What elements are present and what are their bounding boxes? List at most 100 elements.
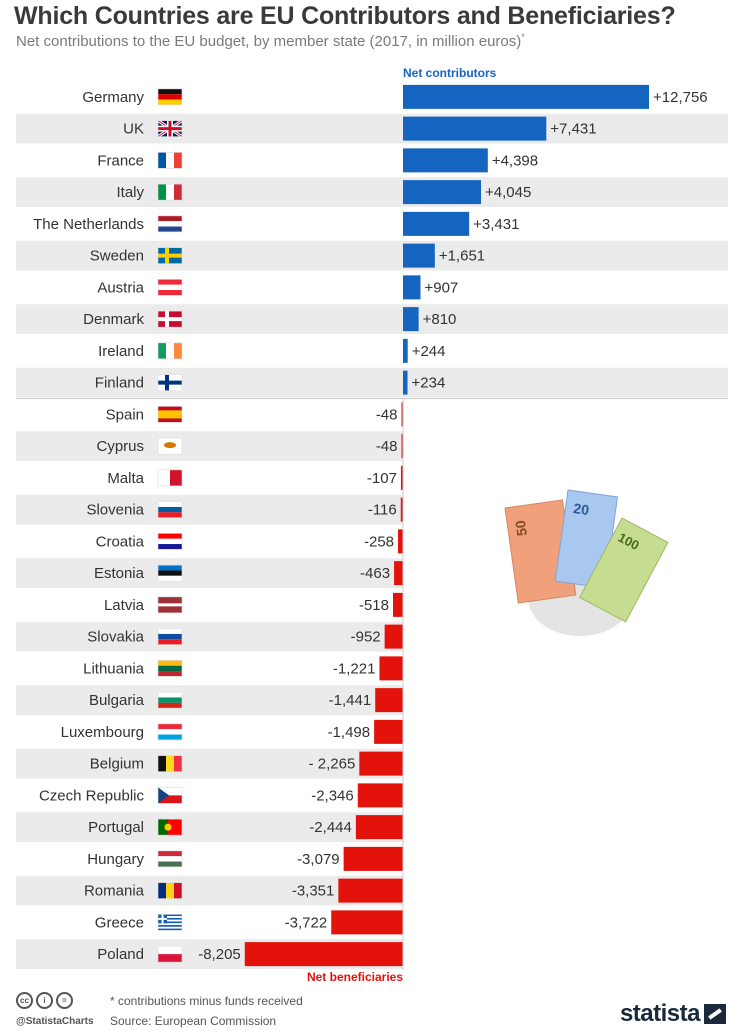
flag-stripe: [174, 342, 182, 359]
flag-border: [157, 183, 183, 201]
flag-stripe: [158, 533, 182, 539]
bar: [403, 243, 435, 268]
value-label: -952: [351, 629, 381, 646]
flag-stripe: [158, 88, 182, 95]
flag-emblem: [164, 823, 172, 831]
flag-stripe: [158, 512, 182, 518]
flag-stripe: [166, 184, 174, 201]
flag-stripe: [158, 94, 182, 100]
flag-stripe: [158, 660, 182, 666]
banknote-body: [579, 517, 669, 623]
value-label: +12,756: [653, 89, 708, 106]
subtitle-text: Net contributions to the EU budget, by m…: [16, 33, 522, 50]
value-label: -48: [376, 406, 398, 423]
flag-stripe: [158, 723, 182, 730]
country-label: Croatia: [96, 533, 145, 550]
flag-triangle: [158, 787, 169, 804]
flag-stripe: [158, 928, 182, 931]
flag-stripe: [158, 917, 182, 920]
flag-border: [157, 88, 183, 106]
flag-stripe: [174, 152, 182, 169]
bar: [355, 815, 403, 840]
value-label: - 2,265: [309, 756, 356, 773]
flag-border: [157, 914, 183, 931]
value-label: -463: [360, 565, 390, 582]
value-label: +3,431: [473, 216, 519, 233]
banknote-value: 50: [512, 519, 530, 537]
row-stripe: [16, 431, 403, 461]
flag-stripe: [158, 603, 182, 607]
bar: [400, 465, 403, 490]
cz-flag-icon: [157, 787, 183, 804]
fr-flag-icon: [157, 152, 183, 169]
gr-flag-icon: [157, 914, 183, 931]
mt-flag-icon: [157, 469, 183, 487]
bar: [403, 307, 419, 332]
flag-stripe: [170, 469, 182, 486]
bar: [379, 656, 403, 681]
flag-stripe: [158, 954, 182, 963]
country-label: Greece: [95, 914, 144, 931]
hu-flag-icon: [157, 850, 183, 868]
flag-border: [157, 723, 183, 741]
country-label: Denmark: [83, 311, 144, 328]
bar: [403, 338, 408, 363]
flag-stripe: [158, 633, 182, 640]
bar: [403, 148, 488, 173]
flag-stripe: [158, 697, 182, 703]
flag-stripe: [158, 469, 170, 486]
flag-stripe: [158, 919, 182, 922]
flag-stripe: [158, 795, 182, 804]
value-label: -258: [364, 533, 394, 550]
banknote-value: 20: [572, 500, 590, 518]
row-stripe: [16, 685, 403, 715]
row-stripe: [16, 240, 728, 271]
row-stripe: [16, 812, 403, 842]
lu-flag-icon: [157, 723, 183, 741]
de-flag-icon: [157, 88, 183, 106]
flag-border: [157, 660, 183, 677]
statista-logo[interactable]: statista: [620, 1000, 726, 1028]
country-label: UK: [123, 121, 144, 138]
cy-flag-icon: [157, 437, 183, 455]
country-label: France: [97, 152, 144, 169]
flag-island: [164, 442, 176, 449]
country-label: Cyprus: [96, 438, 144, 455]
flag-stripe: [174, 882, 182, 899]
bar: [338, 878, 403, 903]
flag-stripe: [166, 152, 174, 169]
brand-text: statista: [619, 1000, 701, 1027]
it-flag-icon: [157, 183, 183, 201]
flag-stripe: [158, 787, 182, 796]
bar: [401, 402, 403, 427]
flag-border: [157, 120, 183, 137]
bar: [400, 497, 403, 522]
country-label: Luxembourg: [61, 724, 144, 741]
source-note: Source: European Commission: [110, 1014, 277, 1028]
flag-border: [157, 945, 183, 963]
flag-stripe: [158, 628, 182, 634]
row-stripe: [16, 304, 728, 334]
row-stripe: [16, 748, 403, 779]
row-stripe: [16, 113, 728, 144]
bar: [403, 211, 470, 236]
flag-stripe: [174, 184, 182, 201]
country-label: Sweden: [90, 248, 144, 265]
flag-stripe: [158, 923, 182, 926]
value-label: -107: [367, 470, 397, 487]
flag-stripe: [158, 575, 182, 582]
value-label: -1,498: [328, 724, 371, 741]
bar: [384, 624, 403, 649]
flag-border: [157, 437, 183, 455]
flag-stripe: [166, 755, 174, 772]
flag-border: [157, 152, 183, 169]
value-label: -3,079: [297, 851, 340, 868]
uk-flag-icon: [157, 119, 183, 138]
flag-border: [157, 533, 183, 550]
ee-flag-icon: [157, 564, 183, 582]
ro-flag-icon: [157, 882, 183, 899]
flag-stripe: [158, 671, 182, 677]
country-label: Slovenia: [86, 502, 144, 519]
value-label: -1,221: [333, 660, 376, 677]
flag-stripe: [158, 856, 182, 862]
